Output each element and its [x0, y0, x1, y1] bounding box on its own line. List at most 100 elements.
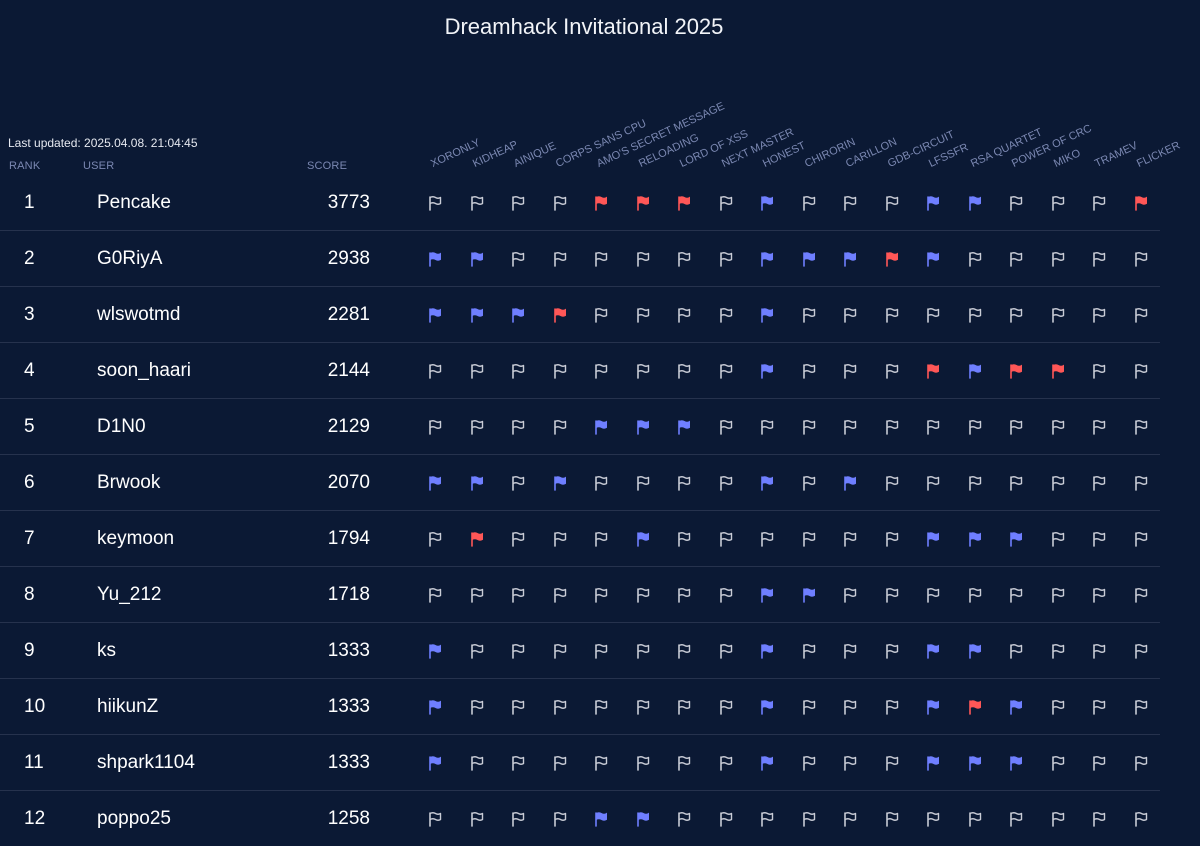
rank-cell: 8 — [24, 584, 35, 605]
score-cell: 1258 — [327, 808, 370, 829]
flag-icon-chirorin-solved — [802, 587, 816, 603]
score-cell: 1794 — [327, 528, 370, 549]
flag-icon-amo-s-secret-message-solved — [594, 419, 608, 435]
flag-icon-reloading-unsolved — [636, 643, 650, 659]
score-column-header: SCORE — [307, 160, 348, 172]
flag-icon-amo-s-secret-message-unsolved — [594, 587, 608, 603]
flag-icon-honest-unsolved — [760, 419, 774, 435]
flag-icon-rsa-quartet-first-blood — [968, 699, 982, 715]
flag-icon-lord-of-xss-unsolved — [677, 475, 691, 491]
user-cell: Pencake — [97, 192, 171, 213]
flag-icon-gdb-circuit-unsolved — [885, 811, 899, 827]
score-cell: 1718 — [327, 584, 370, 605]
flag-icon-flicker-unsolved — [1134, 251, 1148, 267]
flag-icon-rsa-quartet-solved — [968, 755, 982, 771]
flag-icon-amo-s-secret-message-first-blood — [594, 195, 608, 211]
flag-icon-next-master-unsolved — [719, 195, 733, 211]
user-cell: shpark1104 — [97, 752, 195, 773]
flag-icon-xoronly-solved — [428, 475, 442, 491]
flag-icon-kidheap-unsolved — [470, 363, 484, 379]
flag-icon-amo-s-secret-message-unsolved — [594, 755, 608, 771]
flag-icon-reloading-solved — [636, 419, 650, 435]
flag-icon-miko-unsolved — [1051, 251, 1065, 267]
flag-icon-miko-unsolved — [1051, 643, 1065, 659]
flag-icon-carillon-unsolved — [843, 755, 857, 771]
flag-icon-miko-first-blood — [1051, 363, 1065, 379]
flag-icon-chirorin-unsolved — [802, 811, 816, 827]
flag-icon-kidheap-unsolved — [470, 755, 484, 771]
flag-icon-lfssfr-unsolved — [926, 811, 940, 827]
flag-icon-next-master-unsolved — [719, 643, 733, 659]
flag-icon-lfssfr-solved — [926, 531, 940, 547]
flag-icon-chirorin-solved — [802, 251, 816, 267]
flag-icon-flicker-unsolved — [1134, 699, 1148, 715]
user-cell: D1N0 — [97, 416, 146, 437]
flag-icon-reloading-unsolved — [636, 363, 650, 379]
flag-icon-corps-sans-cpu-unsolved — [553, 587, 567, 603]
flag-icon-miko-unsolved — [1051, 587, 1065, 603]
flag-icon-power-of-crc-unsolved — [1009, 811, 1023, 827]
flag-icon-xoronly-unsolved — [428, 587, 442, 603]
flag-icon-next-master-unsolved — [719, 755, 733, 771]
flag-icon-lfssfr-solved — [926, 251, 940, 267]
flag-icon-corps-sans-cpu-unsolved — [553, 251, 567, 267]
flag-icon-tramev-unsolved — [1092, 643, 1106, 659]
flag-icon-xoronly-solved — [428, 699, 442, 715]
flag-icon-kidheap-unsolved — [470, 419, 484, 435]
flag-icon-reloading-unsolved — [636, 755, 650, 771]
flag-icon-flicker-unsolved — [1134, 587, 1148, 603]
flag-icon-ainique-unsolved — [511, 699, 525, 715]
flag-icon-corps-sans-cpu-unsolved — [553, 643, 567, 659]
flag-icon-flicker-unsolved — [1134, 811, 1148, 827]
flag-icon-xoronly-unsolved — [428, 811, 442, 827]
flag-icon-chirorin-unsolved — [802, 419, 816, 435]
flag-icon-amo-s-secret-message-unsolved — [594, 643, 608, 659]
rank-cell: 9 — [24, 640, 35, 661]
flag-icon-honest-solved — [760, 363, 774, 379]
flag-icon-corps-sans-cpu-unsolved — [553, 195, 567, 211]
flag-icon-flicker-first-blood — [1134, 195, 1148, 211]
rank-cell: 3 — [24, 304, 35, 325]
flag-icon-tramev-unsolved — [1092, 811, 1106, 827]
flag-icon-next-master-unsolved — [719, 251, 733, 267]
score-cell: 1333 — [327, 640, 370, 661]
flag-icon-chirorin-unsolved — [802, 531, 816, 547]
flag-icon-power-of-crc-unsolved — [1009, 251, 1023, 267]
flag-icon-lord-of-xss-unsolved — [677, 307, 691, 323]
table-row: 3 wlswotmd 2281 — [0, 287, 1160, 343]
flag-icon-next-master-unsolved — [719, 531, 733, 547]
flag-icon-xoronly-solved — [428, 251, 442, 267]
flag-icon-flicker-unsolved — [1134, 531, 1148, 547]
table-row: 7 keymoon 1794 — [0, 511, 1160, 567]
flag-icon-honest-solved — [760, 643, 774, 659]
flag-icon-ainique-unsolved — [511, 643, 525, 659]
flag-icon-corps-sans-cpu-unsolved — [553, 811, 567, 827]
flag-icon-corps-sans-cpu-unsolved — [553, 755, 567, 771]
flag-icon-miko-unsolved — [1051, 475, 1065, 491]
flag-icon-kidheap-solved — [470, 251, 484, 267]
flag-icon-lfssfr-unsolved — [926, 475, 940, 491]
flag-icon-flicker-unsolved — [1134, 363, 1148, 379]
flag-icon-kidheap-solved — [470, 475, 484, 491]
flag-icon-flicker-unsolved — [1134, 475, 1148, 491]
flag-icon-lfssfr-unsolved — [926, 587, 940, 603]
table-row: 1 Pencake 3773 — [0, 175, 1160, 231]
flag-icon-lord-of-xss-unsolved — [677, 699, 691, 715]
flag-icon-power-of-crc-solved — [1009, 755, 1023, 771]
challenge-header-tramev: TRAMEV — [1092, 139, 1140, 170]
flag-icon-lord-of-xss-unsolved — [677, 587, 691, 603]
flag-icon-tramev-unsolved — [1092, 419, 1106, 435]
flag-icon-carillon-unsolved — [843, 419, 857, 435]
flag-icon-honest-solved — [760, 195, 774, 211]
flag-icon-tramev-unsolved — [1092, 251, 1106, 267]
flag-icon-xoronly-unsolved — [428, 531, 442, 547]
flag-icon-power-of-crc-unsolved — [1009, 587, 1023, 603]
flag-icon-lord-of-xss-unsolved — [677, 755, 691, 771]
flag-icon-next-master-unsolved — [719, 363, 733, 379]
flag-icon-carillon-unsolved — [843, 643, 857, 659]
flag-icon-xoronly-solved — [428, 307, 442, 323]
flag-icon-lord-of-xss-unsolved — [677, 363, 691, 379]
flag-icon-flicker-unsolved — [1134, 307, 1148, 323]
flag-icon-rsa-quartet-solved — [968, 531, 982, 547]
rank-cell: 10 — [24, 696, 46, 717]
